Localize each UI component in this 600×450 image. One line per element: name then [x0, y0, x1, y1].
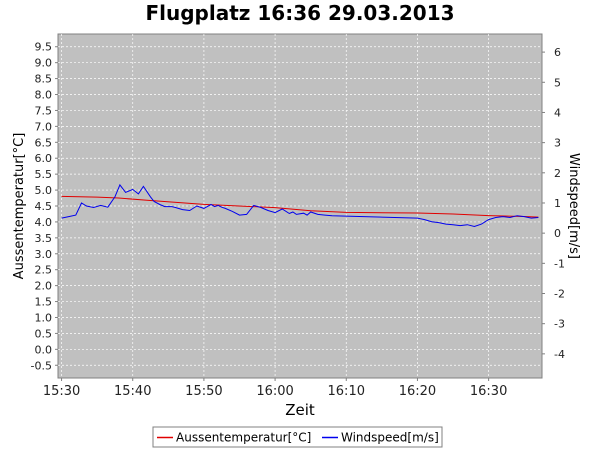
left-tick-label: 1.5: [35, 296, 53, 309]
right-tick-label: 4: [554, 106, 561, 119]
right-tick-label: 0: [554, 227, 561, 240]
left-axis: 9.5 9.0 8.5 8.0 7.5 7.0 6.5 6.0 5.5 5.0 4.5 4.0 3.5 3…: [31, 41, 58, 372]
left-tick-label: 1.0: [35, 311, 53, 324]
right-tick-label: -4: [554, 348, 565, 361]
right-axis: 6 5 4 3 2 1 0 -1 -2 -3 -4: [542, 46, 565, 361]
x-tick-label: 16:20: [399, 384, 436, 399]
right-axis-label: Windspeed[m/s]: [566, 153, 581, 259]
left-tick-label: 7.5: [35, 104, 53, 117]
left-tick-label: 3.0: [35, 248, 53, 261]
right-tick-label: 3: [554, 137, 561, 150]
grid-vertical: [61, 34, 489, 378]
left-tick-label: 0.0: [35, 343, 53, 356]
grid-horizontal: [58, 46, 542, 366]
left-tick-label: 0.5: [35, 327, 53, 340]
series-line-temperature: [61, 195, 539, 218]
legend-label-windspeed: Windspeed[m/s]: [341, 431, 439, 445]
x-tick-label: 15:30: [43, 384, 80, 399]
series-line-windspeed: [61, 183, 539, 228]
x-axis: 15:30 15:40 15:50 16:00 16:10 16:20 16:30: [43, 378, 507, 399]
right-tick-label: -2: [554, 288, 565, 301]
legend-label-temperature: Aussentemperatur[°C]: [176, 431, 311, 445]
x-tick-label: 16:30: [470, 384, 507, 399]
left-tick-label: 7.0: [35, 120, 53, 133]
x-tick-label: 16:10: [328, 384, 365, 399]
left-tick-label: 8.0: [35, 89, 53, 102]
left-axis-label: Aussentemperatur[°C]: [12, 133, 27, 280]
chart-title: Flugplatz 16:36 29.03.2013: [145, 1, 454, 25]
right-tick-label: 2: [554, 167, 561, 180]
left-tick-label: 2.5: [35, 264, 53, 277]
x-tick-label: 15:40: [114, 384, 151, 399]
left-tick-label: 4.0: [35, 216, 53, 229]
legend: Aussentemperatur[°C] Windspeed[m/s]: [152, 426, 443, 448]
x-tick-label: 15:50: [185, 384, 222, 399]
right-tick-label: -3: [554, 318, 565, 331]
x-tick-label: 16:00: [256, 384, 293, 399]
left-tick-label: 3.5: [35, 232, 53, 245]
left-tick-label: -0.5: [31, 359, 52, 372]
left-tick-label: 5.5: [35, 168, 53, 181]
left-tick-label: 6.0: [35, 152, 53, 165]
series-layer: [61, 183, 539, 228]
right-tick-label: -1: [554, 257, 565, 270]
left-tick-label: 8.5: [35, 73, 53, 86]
left-tick-label: 4.5: [35, 200, 53, 213]
left-tick-label: 2.0: [35, 280, 53, 293]
left-tick-label: 9.0: [35, 57, 53, 70]
left-tick-label: 9.5: [35, 41, 53, 54]
x-axis-label: Zeit: [285, 401, 315, 419]
left-tick-label: 6.5: [35, 136, 53, 149]
left-tick-label: 5.0: [35, 184, 53, 197]
legend-box: [152, 426, 443, 448]
right-tick-label: 6: [554, 46, 561, 59]
right-tick-label: 5: [554, 76, 561, 89]
right-tick-label: 1: [554, 197, 561, 210]
